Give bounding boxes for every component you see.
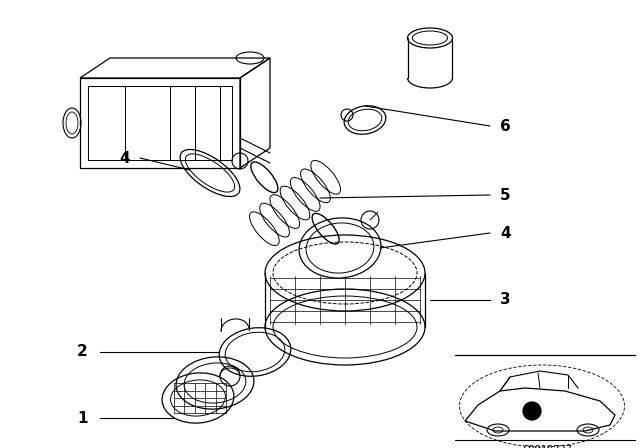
Text: 2: 2	[77, 345, 88, 359]
Text: 3: 3	[500, 293, 511, 307]
Text: 1: 1	[77, 410, 88, 426]
Circle shape	[523, 402, 541, 420]
Text: 4: 4	[120, 151, 130, 165]
Text: C0018737: C0018737	[522, 445, 572, 448]
Text: 4: 4	[500, 225, 511, 241]
Text: 5: 5	[500, 188, 511, 202]
Text: 6: 6	[500, 119, 511, 134]
